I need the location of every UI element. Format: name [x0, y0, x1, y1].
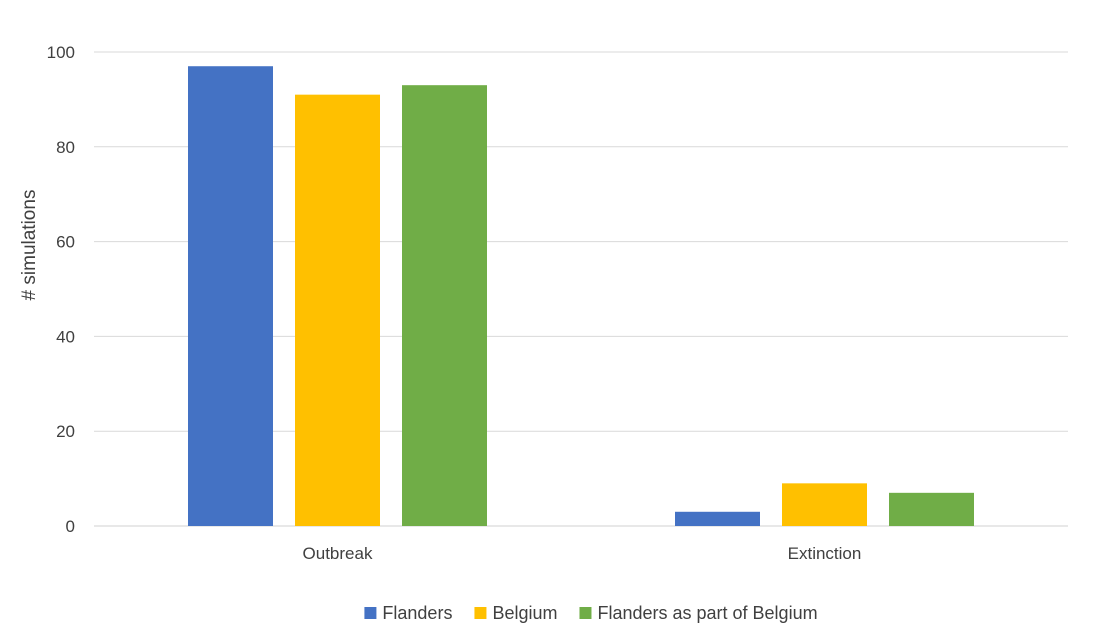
legend-label: Flanders [382, 603, 452, 623]
y-tick-label: 20 [56, 422, 75, 441]
x-category-label: Outbreak [303, 544, 373, 563]
x-category-label: Extinction [788, 544, 862, 563]
bar-flanders-as-part-of-belgium-extinction [889, 492, 974, 526]
y-tick-label: 40 [56, 327, 75, 346]
legend-item-flanders: Flanders [364, 603, 452, 623]
y-tick-label: 60 [56, 233, 75, 252]
legend-label: Belgium [492, 603, 557, 623]
legend-item-flanders-as-part-of-belgium: Flanders as part of Belgium [579, 603, 818, 623]
y-tick-label: 80 [56, 138, 75, 157]
bar-flanders-extinction [675, 511, 760, 526]
legend-swatch [364, 607, 377, 619]
legend-item-belgium: Belgium [474, 603, 557, 623]
y-tick-label: 0 [66, 517, 75, 536]
bar-belgium-extinction [782, 483, 867, 526]
y-axis-title: # simulations [19, 190, 40, 301]
bar-flanders-outbreak [188, 66, 273, 526]
bar-belgium-outbreak [295, 94, 380, 526]
legend-swatch [579, 607, 592, 619]
bar-flanders-as-part-of-belgium-outbreak [402, 85, 487, 527]
legend: Flanders Belgium Flanders as part of Belgi… [364, 603, 818, 623]
y-axis-tick-labels: 0 20 40 60 80 100 [47, 43, 75, 536]
y-tick-label: 100 [47, 43, 75, 62]
legend-label: Flanders as part of Belgium [597, 603, 817, 623]
legend-swatch [474, 607, 487, 619]
x-axis-category-labels: Outbreak Extinction [303, 544, 862, 563]
bars [188, 66, 974, 527]
